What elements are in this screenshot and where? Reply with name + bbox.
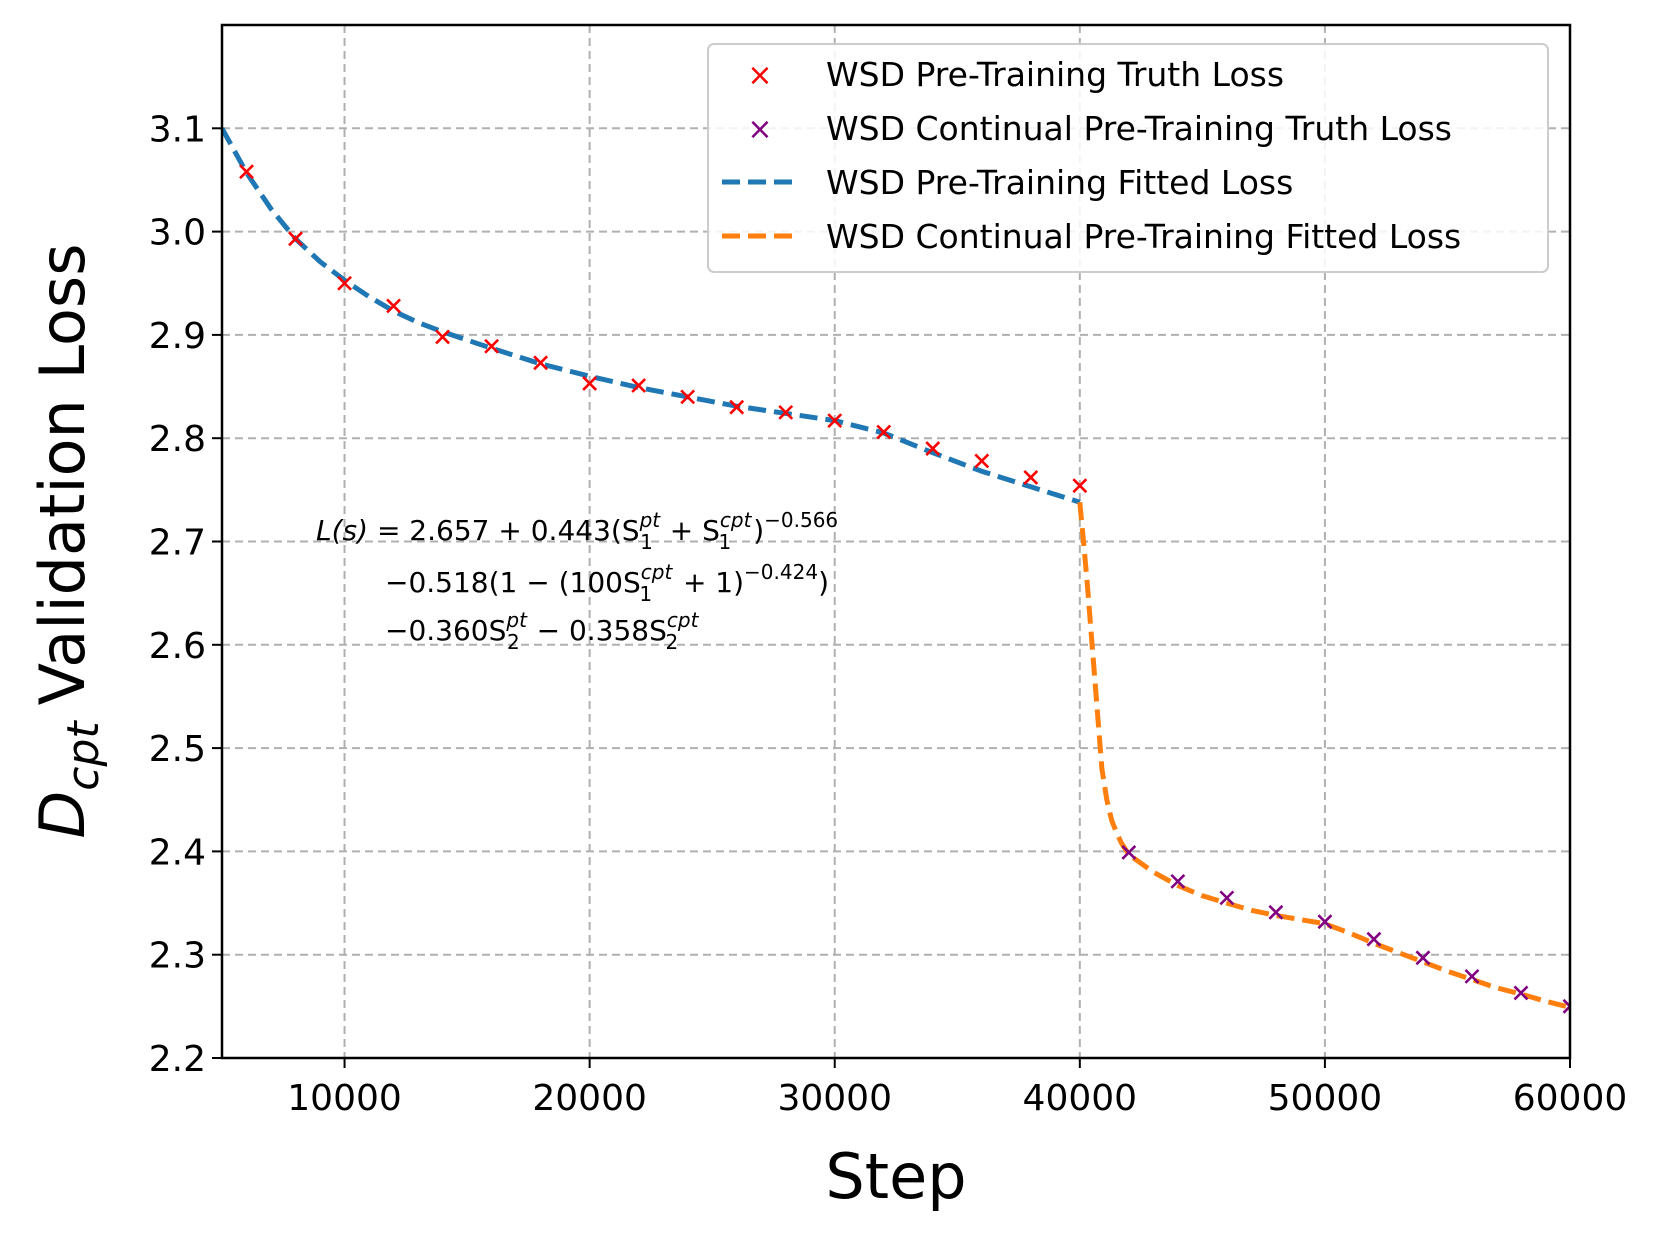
marker-stroke <box>1562 998 1570 1009</box>
x-tick-label: 30000 <box>777 1078 892 1119</box>
y-axis-title-main: D <box>26 791 99 839</box>
marker-stroke <box>680 389 696 405</box>
x-axis-title: Step <box>825 1140 966 1213</box>
pretrain-truth-point <box>925 441 941 456</box>
cpt-truth-point <box>1415 950 1431 966</box>
pretrain-truth-point <box>484 338 500 354</box>
pretrain-truth-point <box>1072 478 1088 494</box>
legend-entry-pretrain-fitted: WSD Pre-Training Fitted Loss <box>722 163 1293 202</box>
y-tick-label: 2.4 <box>149 832 206 873</box>
legend-entry-pretrain-truth: × WSD Pre-Training Truth Loss <box>747 55 1284 94</box>
pretrain-truth-point <box>827 413 843 429</box>
marker-stroke <box>582 376 598 391</box>
x-tick-label: 40000 <box>1023 1078 1138 1119</box>
legend-label-cpt-truth: WSD Continual Pre-Training Truth Loss <box>826 109 1452 148</box>
x-tick-label: 50000 <box>1268 1078 1383 1119</box>
axis-ticks: 10000 20000 30000 40000 50000 60000 2.2 2.3 2.4 2… <box>149 109 1628 1119</box>
marker-stroke <box>1317 914 1333 930</box>
cpt-truth-point <box>1121 845 1137 860</box>
x-tick-label: 10000 <box>287 1078 402 1119</box>
marker-stroke <box>1415 950 1431 966</box>
cpt-truth-point <box>1317 914 1333 930</box>
legend-label-pretrain-truth: WSD Pre-Training Truth Loss <box>826 55 1284 94</box>
y-axis-title-rest: Validation Loss <box>26 244 99 706</box>
equation-line-3: −0.360Spt 2 − 0.358Scpt 2 <box>385 608 700 654</box>
fit-equation: L(s) = 2.657 + 0.443(Spt 1 + Scpt 1)−0.566… <box>316 508 838 654</box>
pretrain-truth-point <box>435 329 451 345</box>
legend-label-cpt-fitted: WSD Continual Pre-Training Fitted Loss <box>826 217 1461 256</box>
marker-stroke <box>778 404 794 420</box>
y-tick-label: 2.6 <box>149 626 206 667</box>
marker-stroke <box>1268 904 1284 920</box>
legend: × WSD Pre-Training Truth Loss × WSD Cont… <box>707 43 1549 273</box>
plot-area <box>222 127 1570 1014</box>
cpt-truth-point <box>1562 998 1570 1014</box>
equation-line-2: −0.518(1 − (100Scpt 1 + 1)−0.424) <box>385 560 829 606</box>
pretrain-truth-point <box>1023 470 1039 485</box>
y-tick-label: 2.5 <box>149 729 206 770</box>
marker-stroke <box>1072 478 1088 494</box>
cpt-truth-point <box>1268 904 1284 920</box>
y-axis-title: Dcpt Validation Loss <box>26 244 109 839</box>
marker-stroke <box>1121 845 1137 860</box>
marker-stroke <box>1366 931 1382 947</box>
pretrain-truth-point <box>582 376 598 391</box>
cpt-fitted-line <box>1077 501 1570 1010</box>
legend-entry-cpt-fitted: WSD Continual Pre-Training Fitted Loss <box>722 217 1461 256</box>
pretrain-truth-point <box>778 404 794 420</box>
pretrain-truth-point <box>631 378 647 393</box>
marker-stroke <box>1513 985 1529 1001</box>
cpt-truth-point <box>1366 931 1382 947</box>
y-tick-label: 3.0 <box>149 213 206 254</box>
marker-stroke <box>239 164 254 180</box>
marker-stroke <box>974 453 990 469</box>
marker-stroke <box>827 413 843 429</box>
y-tick-label: 2.9 <box>149 316 206 357</box>
marker-stroke <box>533 355 549 371</box>
cpt-truth-point <box>1464 968 1480 984</box>
cpt-truth-point <box>1219 890 1235 906</box>
marker-stroke <box>876 424 892 440</box>
legend-marker-purple-x: × <box>747 112 772 147</box>
marker-stroke <box>484 338 500 354</box>
legend-label-pretrain-fitted: WSD Pre-Training Fitted Loss <box>826 163 1293 202</box>
marker-stroke <box>435 329 451 345</box>
marker-stroke <box>1170 873 1186 889</box>
cpt-truth-point <box>1513 985 1529 1001</box>
pretrain-truth-point <box>533 355 549 371</box>
marker-stroke <box>1464 968 1480 984</box>
pretrain-truth-point <box>337 275 352 291</box>
cpt-truth-point <box>1170 873 1186 889</box>
y-tick-label: 2.8 <box>149 419 206 460</box>
y-tick-label: 2.3 <box>149 936 206 977</box>
pretrain-truth-point <box>680 389 696 405</box>
marker-stroke <box>288 231 303 247</box>
pretrain-truth-point <box>386 298 401 314</box>
marker-stroke <box>1023 470 1039 485</box>
pretrain-truth-point <box>288 231 303 247</box>
legend-marker-red-x: × <box>747 58 772 93</box>
y-axis-title-sub: cpt <box>58 720 109 791</box>
y-tick-label: 2.2 <box>149 1039 206 1080</box>
pretrain-truth-point <box>239 164 254 180</box>
plot-series <box>222 127 1570 1014</box>
marker-stroke <box>1562 1004 1570 1014</box>
x-tick-label: 60000 <box>1513 1078 1628 1119</box>
pretrain-truth-point <box>974 453 990 469</box>
pretrain-truth-point <box>729 399 745 415</box>
marker-stroke <box>1219 890 1235 906</box>
marker-stroke <box>729 399 745 415</box>
marker-stroke <box>337 275 352 291</box>
marker-stroke <box>386 298 401 314</box>
equation-line-1: L(s) = 2.657 + 0.443(Spt 1 + Scpt 1)−0.566 <box>316 508 838 554</box>
marker-stroke <box>925 441 941 456</box>
y-tick-label: 3.1 <box>149 109 206 150</box>
legend-entry-cpt-truth: × WSD Continual Pre-Training Truth Loss <box>747 109 1452 148</box>
x-tick-label: 20000 <box>532 1078 647 1119</box>
marker-stroke <box>631 378 647 393</box>
y-tick-label: 2.7 <box>149 523 206 564</box>
legend-box <box>707 43 1549 273</box>
pretrain-truth-point <box>876 424 892 440</box>
